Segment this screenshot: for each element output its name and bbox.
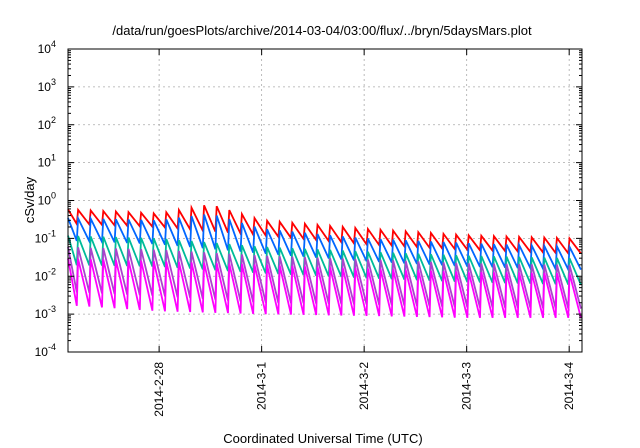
x-tick-labels: 2014-2-28 2014-3-1 2014-3-2 2014-3-3 2014-3-… (152, 362, 576, 417)
y-tick-label: 10-4 (35, 342, 56, 359)
series-layer (67, 204, 582, 319)
x-tick-label: 2014-3-2 (357, 362, 371, 410)
y-tick-labels: 10-4 10-3 10-2 10-1 100 101 102 103 104 (35, 39, 56, 359)
y-tick-label: 100 (38, 191, 56, 208)
y-tick-label: 101 (38, 153, 56, 170)
y-tick-label: 10-3 (35, 304, 56, 321)
y-tick-label: 103 (38, 77, 56, 94)
series-line-5 (67, 258, 582, 319)
x-tick-label: 2014-3-4 (562, 362, 576, 410)
y-tick-label: 10-2 (35, 266, 56, 283)
x-tick-label: 2014-3-3 (460, 362, 474, 410)
y-tick-label: 104 (38, 39, 56, 56)
grid-lines (68, 49, 582, 352)
axis-ticks (68, 48, 582, 353)
y-tick-label: 10-1 (35, 228, 56, 245)
x-axis-title: Coordinated Universal Time (UTC) (223, 431, 422, 446)
x-tick-label: 2014-3-1 (255, 362, 269, 410)
chart-title: /data/run/goesPlots/archive/2014-03-04/0… (112, 23, 532, 38)
y-axis-title: cSv/day (22, 176, 37, 223)
series-line-2 (67, 214, 582, 274)
y-tick-label: 102 (38, 115, 56, 132)
x-tick-label: 2014-2-28 (152, 362, 166, 417)
series-line-1 (67, 204, 582, 256)
